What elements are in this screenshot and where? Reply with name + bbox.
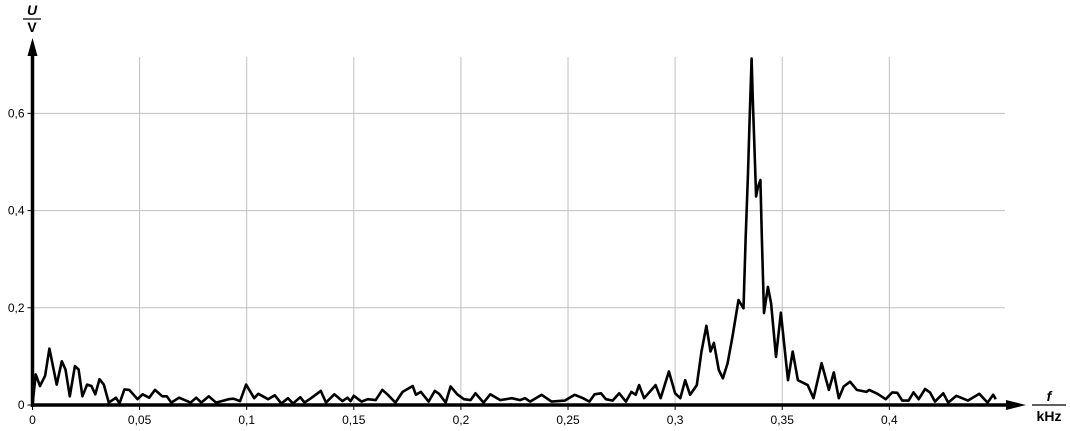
x-tick-label: 0,3	[667, 413, 684, 427]
y-axis-arrow-icon	[27, 38, 38, 56]
series-line	[31, 57, 997, 406]
x-tick-label: 0,4	[881, 413, 898, 427]
y-axis-unit: V	[27, 19, 37, 35]
x-tick-label: 0,2	[453, 413, 470, 427]
x-axis	[32, 400, 1026, 410]
grid	[32, 57, 1005, 405]
x-tick-label: 0,15	[342, 413, 366, 427]
x-axis-symbol: f	[1047, 388, 1053, 404]
y-tick-label: 0,6	[8, 106, 25, 120]
x-tick-label: 0,05	[128, 413, 152, 427]
x-tick-label: 0,25	[556, 413, 580, 427]
y-tick-label: 0,2	[8, 301, 25, 315]
x-tick-label: 0,1	[238, 413, 255, 427]
x-axis-label: f kHz	[1032, 388, 1066, 424]
y-axis-label: U V	[23, 2, 41, 35]
x-tick-label: 0	[29, 413, 36, 427]
y-axis	[27, 38, 38, 407]
x-axis-arrow-icon	[1006, 400, 1026, 410]
x-axis-unit: kHz	[1037, 408, 1062, 424]
y-tick-label: 0	[18, 398, 25, 412]
x-tick-label: 0,35	[771, 413, 795, 427]
y-axis-symbol: U	[27, 2, 38, 18]
y-tick-label: 0,4	[8, 204, 25, 218]
tick-labels: 0 0,05 0,1 0,15 0,2 0,25 0,3 0,35 0,4 0 0,2 0,4 0,6	[8, 106, 898, 427]
